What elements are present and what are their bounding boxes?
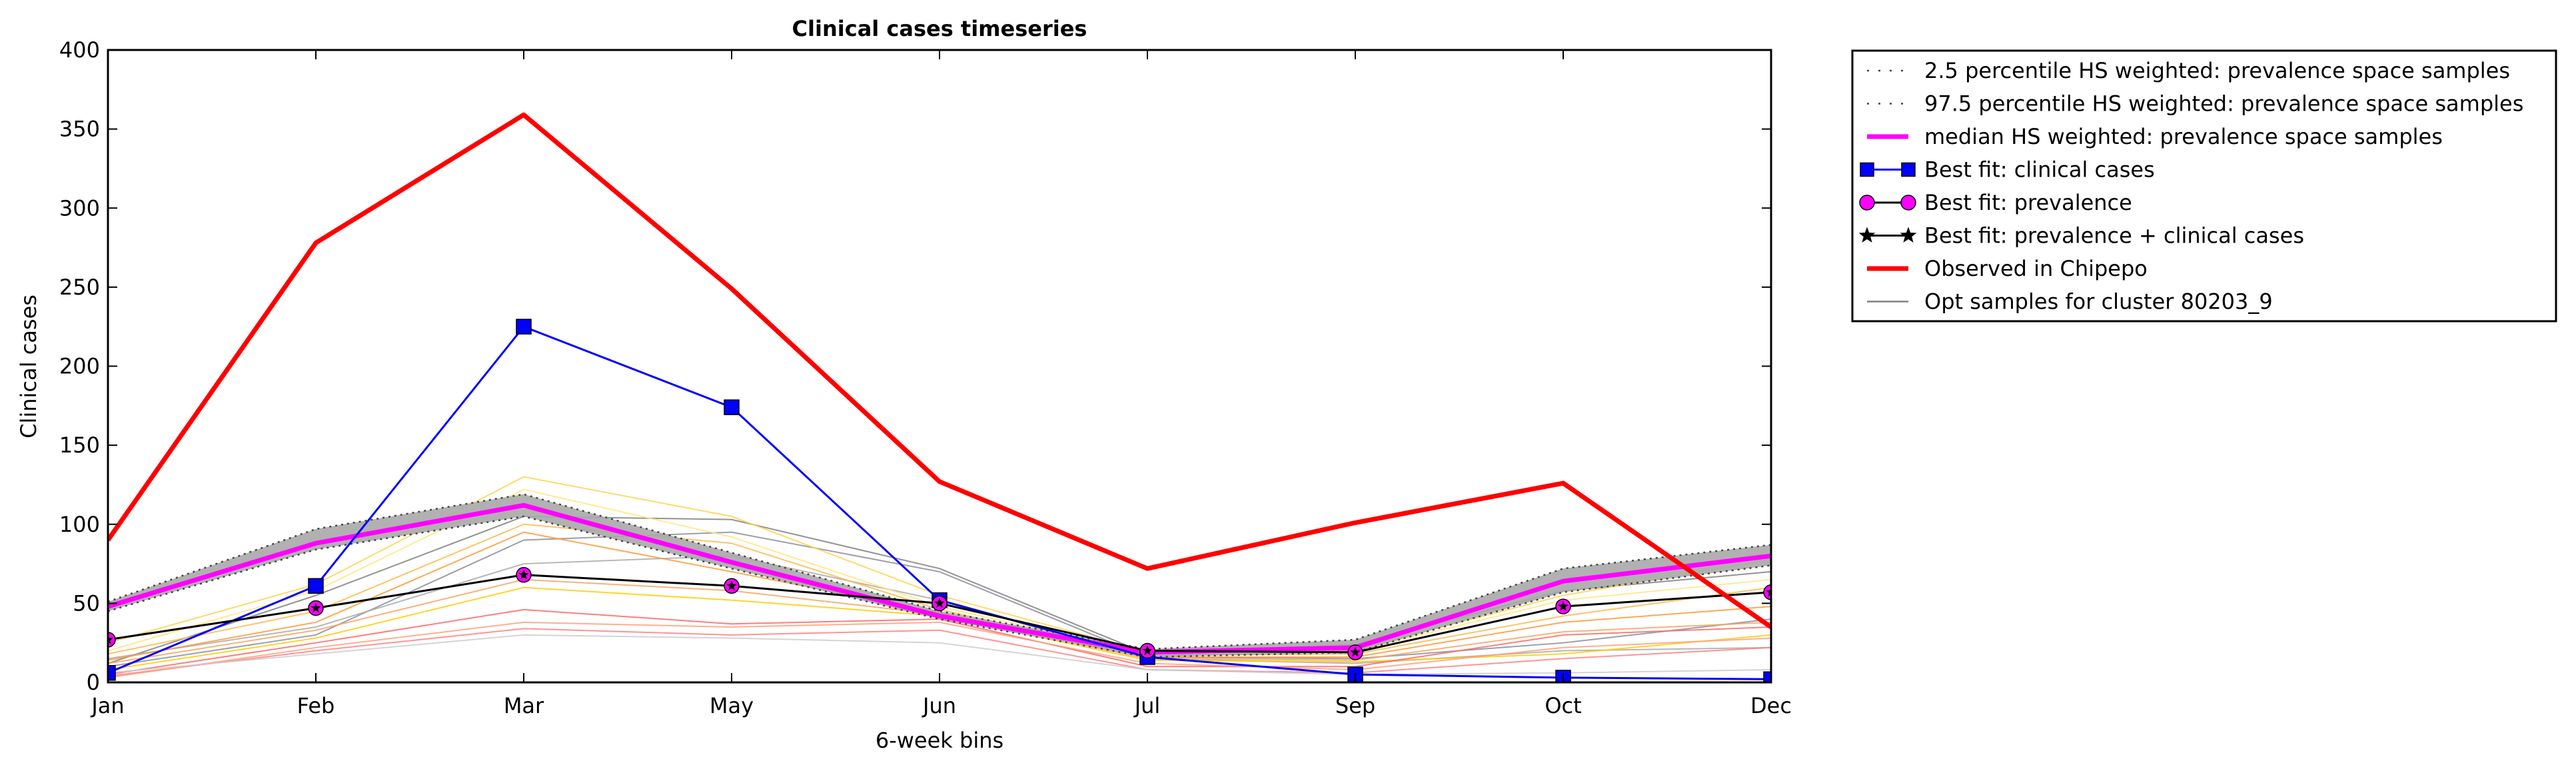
y-tick-label: 150	[59, 432, 100, 458]
best-fit-combined-point	[108, 634, 113, 644]
legend-label: Observed in Chipepo	[1924, 256, 2148, 281]
best-fit-clinical-point	[724, 399, 740, 415]
legend-swatch-square	[1901, 162, 1916, 177]
sample-line-12	[108, 621, 1771, 678]
best-fit-combined-point	[1142, 645, 1153, 655]
best-fit-combined-point	[726, 580, 737, 590]
y-tick-label: 50	[73, 590, 100, 616]
y-tick-label: 200	[59, 354, 100, 379]
best-fit-prevalence-point	[108, 632, 116, 648]
best-fit-clinical-point	[516, 319, 532, 335]
x-tick-label: May	[710, 693, 754, 718]
legend-label: median HS weighted: prevalence space sam…	[1924, 124, 2443, 149]
legend-label: 97.5 percentile HS weighted: prevalence …	[1924, 91, 2523, 117]
legend-label: Best fit: prevalence + clinical cases	[1924, 223, 2304, 249]
legend-swatch-star	[1900, 227, 1917, 243]
observed-line	[108, 112, 1771, 629]
y-tick-label: 250	[59, 275, 100, 300]
plot-area: 0 50 100 150 200 250 300 350 400 Jan Feb Mar May Jun J…	[59, 37, 1792, 718]
y-tick-label: 400	[59, 37, 100, 63]
best-fit-clinical-point	[108, 665, 116, 681]
x-tick-label: Jun	[922, 693, 956, 718]
legend-label: Best fit: prevalence	[1924, 190, 2132, 215]
x-tick-label: Feb	[297, 693, 335, 718]
x-tick-label: Mar	[504, 693, 544, 718]
x-tick-label: Sep	[1335, 693, 1375, 718]
x-tick-label: Jul	[1133, 693, 1161, 718]
percentile-97-5-line	[108, 493, 1771, 650]
sample-line-2	[108, 531, 1771, 668]
x-axis-label: 6-week bins	[876, 728, 1003, 753]
chart-title: Clinical cases timeseries	[792, 16, 1087, 41]
legend-label: 2.5 percentile HS weighted: prevalence s…	[1924, 58, 2510, 83]
y-tick-label: 100	[59, 512, 100, 537]
best-fit-combined-point	[1558, 601, 1569, 611]
legend-swatch-square	[1860, 162, 1874, 177]
sample-line-11	[108, 628, 1771, 677]
best-fit-combined-point	[1350, 646, 1361, 657]
y-tick-label: 0	[87, 670, 100, 695]
median-line	[108, 502, 1771, 655]
plot-background	[108, 50, 1771, 682]
y-axis-label: Clinical cases	[16, 295, 41, 438]
legend-swatch-circle	[1900, 195, 1916, 211]
legend-box	[1851, 49, 2557, 323]
legend-swatch-star	[1858, 227, 1876, 243]
x-tick-label: Dec	[1750, 693, 1792, 718]
best-fit-combined-point	[311, 602, 321, 612]
best-fit-clinical-point	[308, 578, 324, 594]
sample-line-13	[108, 634, 1771, 676]
best-fit-combined-point	[934, 598, 945, 608]
x-tick-label: Oct	[1545, 693, 1581, 718]
legend-label: Opt samples for cluster 80203_9	[1924, 289, 2273, 315]
best-fit-prevalence-point	[1763, 584, 1771, 600]
x-tick-label: Jan	[90, 693, 124, 718]
best-fit-combined-point	[1766, 586, 1771, 597]
y-tick-label: 300	[59, 195, 100, 221]
legend-label: Best fit: clinical cases	[1924, 157, 2155, 183]
best-fit-clinical-point	[1763, 671, 1771, 682]
best-fit-combined-point	[518, 569, 529, 580]
data-layer	[108, 112, 1771, 682]
legend: 2.5 percentile HS weighted: prevalence s…	[1851, 49, 2557, 323]
legend-swatch-circle	[1859, 195, 1875, 211]
y-tick-label: 350	[59, 117, 100, 142]
